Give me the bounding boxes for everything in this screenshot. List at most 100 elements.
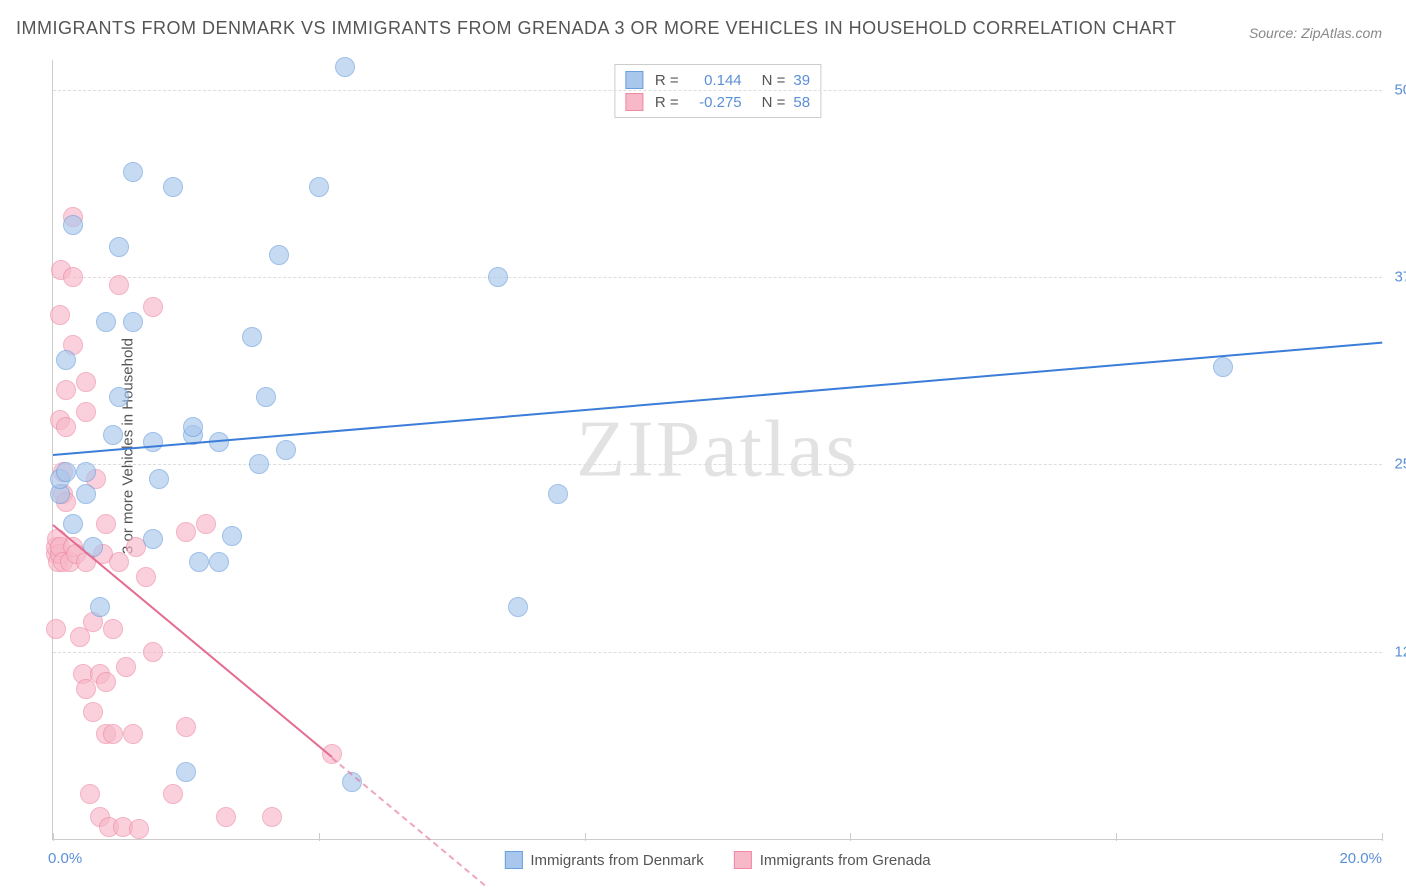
scatter-point — [183, 417, 203, 437]
scatter-point — [123, 724, 143, 744]
legend-series: Immigrants from Denmark Immigrants from … — [504, 851, 930, 869]
scatter-point — [249, 454, 269, 474]
scatter-point — [196, 514, 216, 534]
scatter-point — [76, 462, 96, 482]
scatter-point — [262, 807, 282, 827]
scatter-point — [109, 552, 129, 572]
scatter-point — [309, 177, 329, 197]
scatter-point — [56, 417, 76, 437]
y-tick-label: 12.5% — [1394, 643, 1406, 660]
chart-title: IMMIGRANTS FROM DENMARK VS IMMIGRANTS FR… — [16, 18, 1176, 39]
scatter-point — [103, 724, 123, 744]
legend-label-grenada: Immigrants from Grenada — [760, 852, 931, 869]
scatter-point — [109, 275, 129, 295]
scatter-point — [149, 469, 169, 489]
scatter-point — [143, 432, 163, 452]
scatter-point — [123, 312, 143, 332]
scatter-point — [242, 327, 262, 347]
legend-label-denmark: Immigrants from Denmark — [530, 852, 703, 869]
scatter-point — [1213, 357, 1233, 377]
scatter-point — [136, 567, 156, 587]
scatter-point — [63, 267, 83, 287]
r-label: R = — [655, 72, 679, 89]
scatter-point — [76, 402, 96, 422]
scatter-point — [96, 514, 116, 534]
scatter-point — [80, 784, 100, 804]
y-tick-label: 25.0% — [1394, 456, 1406, 473]
scatter-point — [209, 552, 229, 572]
chart-container: IMMIGRANTS FROM DENMARK VS IMMIGRANTS FR… — [0, 0, 1406, 892]
scatter-point — [63, 215, 83, 235]
legend-item-denmark: Immigrants from Denmark — [504, 851, 703, 869]
scatter-point — [50, 305, 70, 325]
scatter-point — [109, 387, 129, 407]
n-label: N = — [762, 72, 786, 89]
scatter-point — [176, 762, 196, 782]
legend-swatch-grenada — [625, 93, 643, 111]
scatter-point — [143, 529, 163, 549]
legend-correlation: R = 0.144 N = 39 R = -0.275 N = 58 — [614, 64, 821, 118]
plot-area: ZIPatlas 0.0% 20.0% R = 0.144 N = 39 R =… — [52, 60, 1382, 840]
n-value-denmark: 39 — [793, 72, 810, 89]
legend-swatch-denmark-b — [504, 851, 522, 869]
r-value-grenada: -0.275 — [687, 94, 742, 111]
n-label: N = — [762, 94, 786, 111]
gridline — [53, 652, 1382, 653]
x-tick-first: 0.0% — [48, 850, 82, 867]
scatter-point — [216, 807, 236, 827]
trend-line — [331, 757, 485, 886]
scatter-point — [76, 484, 96, 504]
scatter-point — [176, 717, 196, 737]
scatter-point — [548, 484, 568, 504]
x-tick — [319, 833, 320, 841]
scatter-point — [83, 702, 103, 722]
scatter-point — [56, 350, 76, 370]
watermark-light: atlas — [702, 405, 859, 493]
scatter-point — [96, 312, 116, 332]
scatter-point — [189, 552, 209, 572]
watermark: ZIPatlas — [576, 404, 859, 495]
scatter-point — [269, 245, 289, 265]
scatter-point — [508, 597, 528, 617]
scatter-point — [96, 672, 116, 692]
legend-row-grenada: R = -0.275 N = 58 — [625, 91, 810, 113]
scatter-point — [129, 819, 149, 839]
legend-swatch-grenada-b — [734, 851, 752, 869]
x-tick — [53, 833, 54, 841]
gridline — [53, 277, 1382, 278]
x-tick — [1382, 833, 1383, 841]
scatter-point — [123, 162, 143, 182]
source-text: Source: ZipAtlas.com — [1249, 25, 1382, 41]
watermark-bold: ZIP — [576, 405, 702, 493]
scatter-point — [222, 526, 242, 546]
scatter-point — [116, 657, 136, 677]
scatter-point — [103, 619, 123, 639]
x-tick — [850, 833, 851, 841]
scatter-point — [163, 177, 183, 197]
scatter-point — [256, 387, 276, 407]
scatter-point — [322, 744, 342, 764]
scatter-point — [276, 440, 296, 460]
legend-swatch-denmark — [625, 71, 643, 89]
legend-row-denmark: R = 0.144 N = 39 — [625, 69, 810, 91]
r-label: R = — [655, 94, 679, 111]
r-value-denmark: 0.144 — [687, 72, 742, 89]
scatter-point — [103, 425, 123, 445]
y-tick-label: 37.5% — [1394, 269, 1406, 286]
x-tick — [1116, 833, 1117, 841]
scatter-point — [109, 237, 129, 257]
legend-item-grenada: Immigrants from Grenada — [734, 851, 931, 869]
scatter-point — [335, 57, 355, 77]
x-tick-last: 20.0% — [1339, 850, 1382, 867]
scatter-point — [176, 522, 196, 542]
scatter-point — [56, 380, 76, 400]
scatter-point — [143, 297, 163, 317]
trend-line — [53, 342, 1382, 456]
n-value-grenada: 58 — [793, 94, 810, 111]
scatter-point — [90, 597, 110, 617]
scatter-point — [143, 642, 163, 662]
x-tick — [585, 833, 586, 841]
scatter-point — [76, 372, 96, 392]
scatter-point — [163, 784, 183, 804]
scatter-point — [56, 462, 76, 482]
